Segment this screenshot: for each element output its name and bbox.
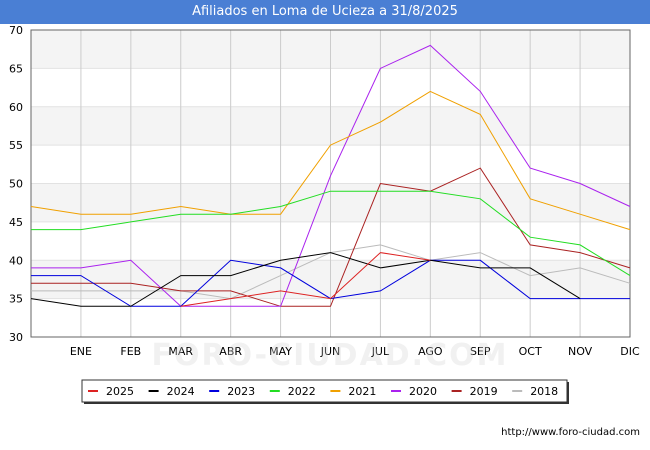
x-tick-label: ENE xyxy=(70,345,92,358)
x-tick-label: SEP xyxy=(470,345,491,358)
x-tick-label: JUL xyxy=(371,345,390,358)
series-line-2019 xyxy=(31,167,631,307)
x-tick-label: DIC xyxy=(620,345,640,358)
plot-frame xyxy=(30,29,631,338)
legend-label-2019: 2019 xyxy=(470,385,498,398)
watermark: FORO-CIUDAD.COM xyxy=(152,338,509,373)
legend-label-2023: 2023 xyxy=(227,385,255,398)
x-tick-label: NOV xyxy=(568,345,593,358)
x-tick-label: AGO xyxy=(418,345,443,358)
series-line-2021 xyxy=(30,90,631,231)
x-tick-label: FEB xyxy=(120,345,141,358)
y-tick-label: 55 xyxy=(9,139,23,152)
legend-label-2021: 2021 xyxy=(348,385,376,398)
x-tick-label: MAR xyxy=(168,345,193,358)
y-tick-label: 40 xyxy=(9,254,23,267)
legend-label-2024: 2024 xyxy=(167,385,195,398)
x-tick-label: MAY xyxy=(269,345,292,358)
x-tick-label: JUN xyxy=(320,345,341,358)
y-tick-label: 65 xyxy=(9,62,23,75)
series-line-2022 xyxy=(31,190,631,277)
legend-label-2020: 2020 xyxy=(409,385,437,398)
y-tick-label: 30 xyxy=(9,331,23,344)
y-tick-label: 45 xyxy=(9,216,23,229)
series-line-2025 xyxy=(180,252,431,307)
legend-label-2025: 2025 xyxy=(106,385,134,398)
page-title: Afiliados en Loma de Ucieza a 31/8/2025 xyxy=(192,4,458,19)
legend-box xyxy=(81,379,568,403)
legend-label-2018: 2018 xyxy=(530,385,558,398)
y-tick-label: 70 xyxy=(9,24,23,37)
y-tick-label: 50 xyxy=(9,178,23,191)
source-url[interactable]: http://www.foro-ciudad.com xyxy=(501,427,640,438)
x-tick-label: ABR xyxy=(219,345,242,358)
series-line-2024 xyxy=(30,252,581,307)
legend-label-2022: 2022 xyxy=(288,385,316,398)
series-line-2020 xyxy=(31,44,631,307)
title-bar: Afiliados en Loma de Ucieza a 31/8/2025 xyxy=(0,0,650,24)
y-tick-label: 60 xyxy=(9,101,23,114)
y-tick-label: 35 xyxy=(9,293,23,306)
x-tick-label: OCT xyxy=(519,345,542,358)
